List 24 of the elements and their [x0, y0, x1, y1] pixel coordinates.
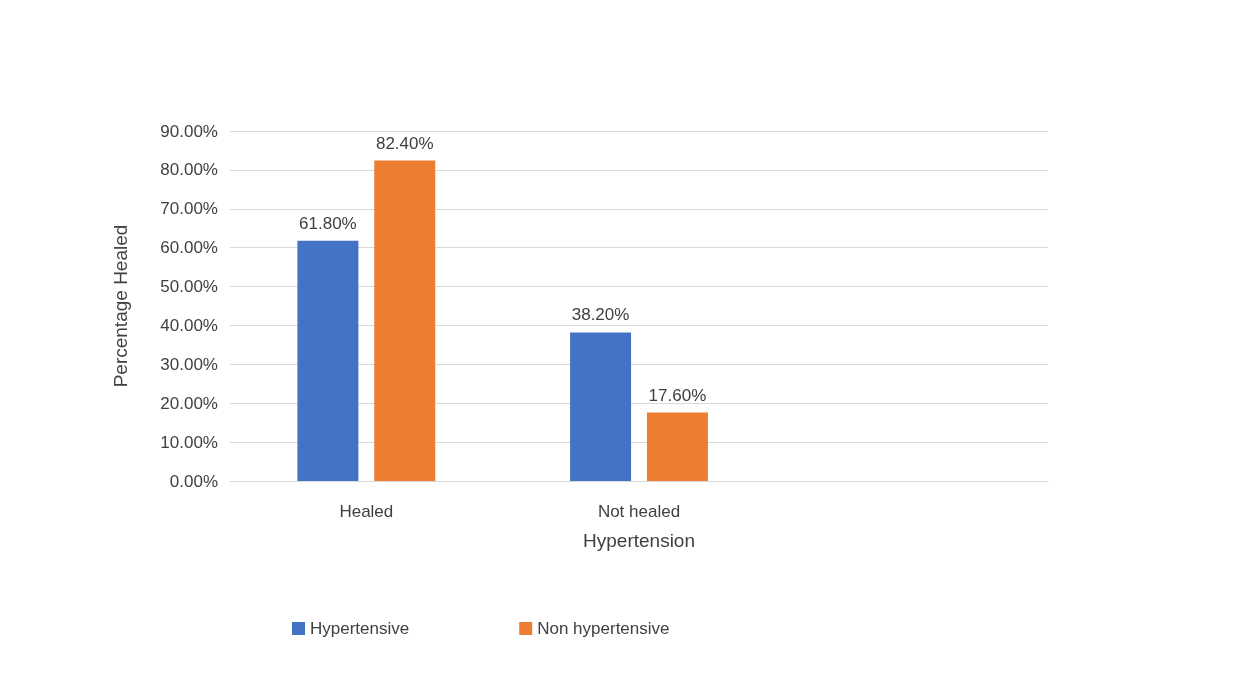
- y-tick-label: 30.00%: [160, 354, 218, 374]
- data-label: 17.60%: [648, 385, 707, 405]
- bar: [374, 160, 436, 481]
- x-axis-title: Hypertension: [583, 530, 695, 551]
- legend-label: Hypertensive: [310, 619, 410, 638]
- bar: [297, 240, 359, 481]
- data-label: 61.80%: [299, 213, 357, 233]
- x-tick-label: Healed: [339, 502, 394, 521]
- legend-label: Non hypertensive: [537, 619, 670, 638]
- data-label: 38.20%: [571, 305, 630, 325]
- y-tick-label: 70.00%: [160, 199, 218, 219]
- y-tick-label: 60.00%: [160, 238, 218, 258]
- bar: [570, 332, 632, 481]
- y-tick-label: 80.00%: [160, 160, 218, 180]
- y-tick-label: 50.00%: [160, 277, 218, 297]
- y-tick-label: 90.00%: [160, 121, 218, 141]
- y-tick-label: 10.00%: [160, 432, 218, 452]
- y-tick-label: 40.00%: [160, 315, 218, 335]
- x-tick-label: Not healed: [597, 502, 681, 521]
- y-tick-label: 0.00%: [169, 471, 218, 491]
- data-label: 82.40%: [375, 133, 434, 153]
- bar: [646, 412, 708, 481]
- y-axis-title: Percentage Healed: [110, 224, 131, 388]
- y-tick-label: 20.00%: [160, 393, 218, 413]
